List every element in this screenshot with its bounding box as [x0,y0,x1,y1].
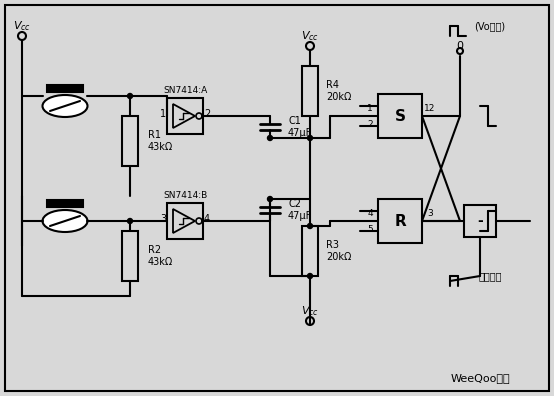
Text: 12: 12 [424,103,435,112]
Circle shape [127,219,132,223]
Bar [378,199,422,243]
Bar [302,226,318,276]
Text: 5: 5 [367,225,373,234]
Circle shape [268,196,273,202]
Text: 4: 4 [204,214,210,224]
Ellipse shape [43,210,88,232]
Bar [167,203,203,239]
Text: 2: 2 [367,120,373,128]
Bar [302,66,318,116]
Text: R1
43kΩ: R1 43kΩ [148,130,173,152]
Text: WeeQoo维库: WeeQoo维库 [450,373,510,383]
Text: -: - [477,214,483,228]
Text: 2: 2 [204,109,210,119]
Text: 1: 1 [367,103,373,112]
Circle shape [127,93,132,99]
Text: $V_{cc}$: $V_{cc}$ [13,19,31,33]
Text: R2
43kΩ: R2 43kΩ [148,245,173,267]
Text: $V_{cc}$: $V_{cc}$ [301,304,319,318]
Bar [47,200,83,207]
Text: $V_{cc}$: $V_{cc}$ [301,29,319,43]
Bar [122,231,138,281]
Circle shape [307,223,312,228]
Text: R4
20kΩ: R4 20kΩ [326,80,351,102]
Text: (Vo输出): (Vo输出) [474,21,506,31]
Text: SN7414:B: SN7414:B [163,190,207,200]
Text: S: S [394,109,406,124]
Text: 复位信号: 复位信号 [478,271,502,281]
Text: C1
47μF: C1 47μF [288,116,312,138]
Text: 3: 3 [427,209,433,217]
Text: 3: 3 [160,214,166,224]
Text: 1: 1 [160,109,166,119]
Bar [47,85,83,92]
Circle shape [307,274,312,278]
Bar [378,94,422,138]
Circle shape [268,135,273,141]
Text: 4: 4 [367,209,373,217]
Text: R: R [394,213,406,228]
Text: 0: 0 [456,41,464,51]
Text: R3
20kΩ: R3 20kΩ [326,240,351,262]
Bar [167,98,203,134]
Ellipse shape [43,95,88,117]
Text: C2
47μF: C2 47μF [288,199,312,221]
Bar [122,116,138,166]
Bar [464,205,496,237]
Circle shape [307,135,312,141]
Text: SN7414:A: SN7414:A [163,86,207,95]
